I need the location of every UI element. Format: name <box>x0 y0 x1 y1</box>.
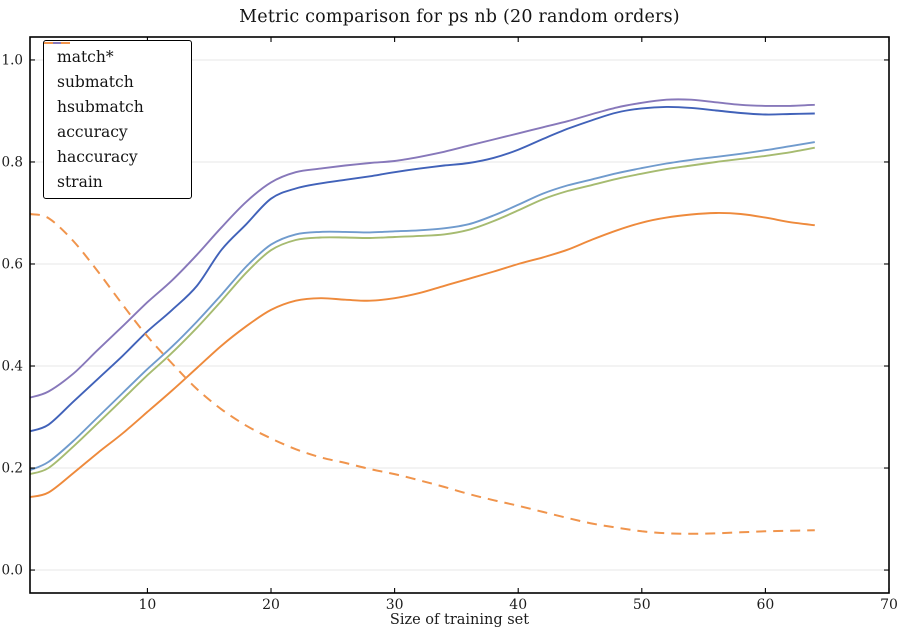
series-line-hsubmatch <box>29 141 815 471</box>
x-tick-label: 10 <box>139 597 157 613</box>
x-tick-label: 20 <box>262 597 280 613</box>
y-tick-label: 0.2 <box>2 461 23 477</box>
legend-item-match*: match* <box>44 42 191 71</box>
x-tick-label: 60 <box>756 597 774 613</box>
legend: match* submatch hsubmatch accuracy haccuracy… <box>43 40 192 199</box>
x-tick-label: 70 <box>880 597 898 613</box>
series-line-haccuracy <box>29 98 815 399</box>
x-tick-label: 30 <box>386 597 404 613</box>
y-tick-label: 0.6 <box>2 256 23 272</box>
legend-item-hsubmatch: hsubmatch <box>44 42 191 121</box>
legend-label-strain: strain <box>57 172 103 191</box>
legend-label-accuracy: accuracy <box>57 122 128 141</box>
x-axis-label: Size of training set <box>389 612 530 628</box>
chart-title: Metric comparison for ps nb (20 random o… <box>239 7 680 27</box>
y-tick-label: 0.8 <box>2 154 23 170</box>
series-line-match* <box>29 212 815 499</box>
legend-label-haccuracy: haccuracy <box>57 147 138 166</box>
series-line-submatch <box>29 146 815 476</box>
legend-label-submatch: submatch <box>57 72 134 91</box>
y-tick-label: 0.0 <box>2 563 23 579</box>
axes-frame <box>29 36 890 594</box>
x-tick-label: 50 <box>633 597 651 613</box>
legend-label-match*: match* <box>57 47 114 66</box>
legend-item-strain: strain <box>44 42 191 196</box>
legend-line-sample-strain <box>44 42 70 44</box>
y-tick-label: 0.4 <box>2 359 23 375</box>
y-tick-label: 1.0 <box>2 52 23 68</box>
series-line-accuracy <box>29 105 815 433</box>
x-tick-label: 40 <box>509 597 527 613</box>
legend-item-accuracy: accuracy <box>44 42 191 146</box>
legend-label-hsubmatch: hsubmatch <box>57 97 144 116</box>
legend-item-submatch: submatch <box>44 42 191 96</box>
legend-item-haccuracy: haccuracy <box>44 42 191 171</box>
